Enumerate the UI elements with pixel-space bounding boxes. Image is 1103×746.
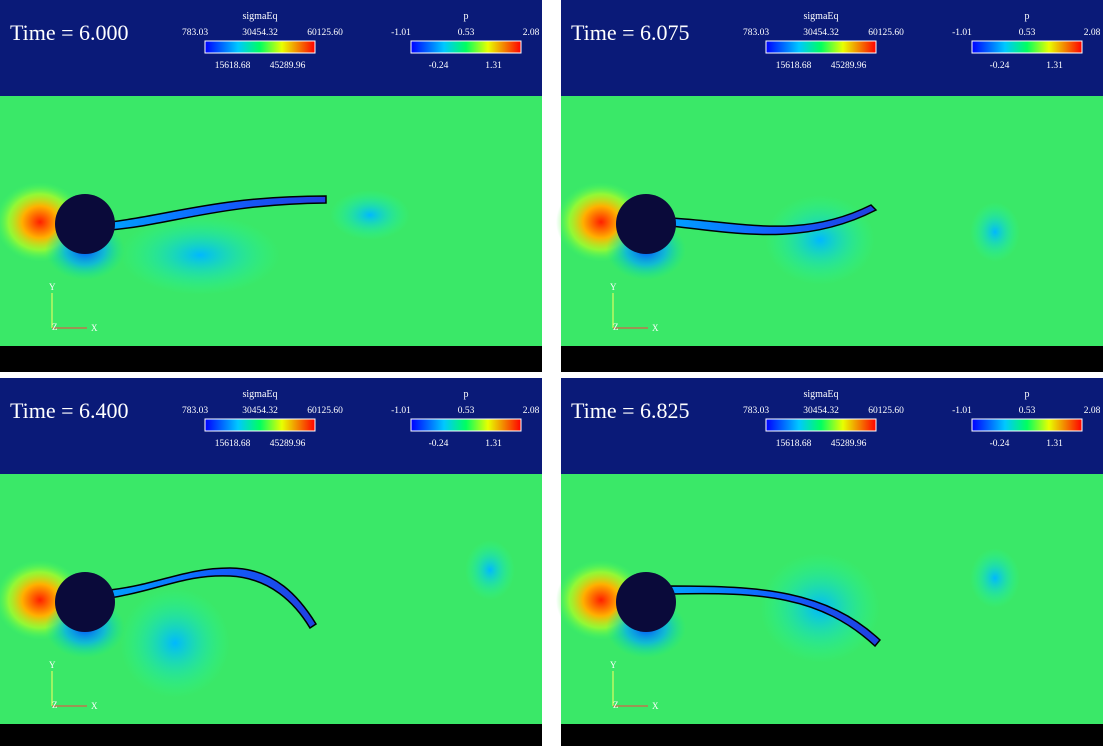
axis-label: Y [610,282,617,292]
legend-title: p [464,389,469,400]
colorbar-label: 30454.32 [242,28,278,38]
legend-title: sigmaEq [243,389,278,400]
time-label: Time = 6.825 [571,398,690,423]
cylinder [616,194,676,254]
colorbar-label: -0.24 [990,61,1010,71]
axis-label: X [91,701,98,711]
figure: Time = 6.000 sigmaEq 783.03 30454.32 60125.6… [0,0,1103,746]
colorbar-label: 783.03 [743,28,769,38]
legend-title: sigmaEq [804,11,839,22]
colorbar [766,41,876,53]
panel: Time = 6.825 sigmaEq 783.03 30454.32 60125.6… [556,378,1103,746]
axis-label: Z [52,322,58,332]
legend-title: p [1025,389,1030,400]
axis-label: Y [49,282,56,292]
colorbar-label: 15618.68 [215,61,251,71]
footer [561,346,1103,372]
colorbar-label: 2.08 [523,28,540,38]
colorbar-label: 60125.60 [307,406,343,416]
colorbar-label: 60125.60 [868,28,904,38]
cylinder [55,572,115,632]
colorbar-label: 45289.96 [270,439,306,449]
colorbar-label: -0.24 [990,439,1010,449]
colorbar-label: 0.53 [458,28,475,38]
colorbar-label: 2.08 [1084,28,1101,38]
colorbar-label: -1.01 [391,28,411,38]
panel: Time = 6.075 sigmaEq 783.03 30454.32 60125.6… [556,0,1103,372]
time-label: Time = 6.000 [10,20,129,45]
colorbar-label: 45289.96 [270,61,306,71]
colorbar [411,41,521,53]
colorbar-label: -1.01 [391,406,411,416]
cylinder [616,572,676,632]
legend-title: p [464,11,469,22]
colorbar-label: 783.03 [743,406,769,416]
colorbar-label: 30454.32 [242,406,278,416]
vortex [465,540,515,600]
colorbar-label: 30454.32 [803,406,839,416]
colorbar-label: 1.31 [485,61,502,71]
colorbar-label: 60125.60 [307,28,343,38]
legend-title: p [1025,11,1030,22]
colorbar-label: 0.53 [1019,28,1036,38]
colorbar-label: 15618.68 [776,439,812,449]
colorbar [766,419,876,431]
axis-label: Z [613,322,619,332]
colorbar-label: 30454.32 [803,28,839,38]
time-label: Time = 6.400 [10,398,129,423]
colorbar-label: 0.53 [458,406,475,416]
vortex [120,215,280,295]
colorbar-label: 2.08 [1084,406,1101,416]
axis-label: X [652,323,659,333]
colorbar-label: 783.03 [182,28,208,38]
footer [0,346,542,372]
legend-title: sigmaEq [243,11,278,22]
colorbar-label: 45289.96 [831,61,867,71]
colorbar-label: 1.31 [1046,61,1063,71]
colorbar [205,419,315,431]
colorbar-label: 0.53 [1019,406,1036,416]
footer [561,724,1103,746]
axis-label: Z [613,700,619,710]
colorbar-label: -0.24 [429,61,449,71]
colorbar-label: 15618.68 [776,61,812,71]
cylinder [55,194,115,254]
colorbar-label: 60125.60 [868,406,904,416]
vortex [970,202,1020,262]
axis-label: Z [52,700,58,710]
vortex [120,588,230,698]
colorbar-label: -0.24 [429,439,449,449]
axis-label: Y [610,660,617,670]
axis-label: X [91,323,98,333]
vortex [330,190,410,240]
colorbar-label: -1.01 [952,28,972,38]
colorbar-label: 15618.68 [215,439,251,449]
panel: Time = 6.400 sigmaEq 783.03 30454.32 60125.6… [0,378,542,746]
colorbar-label: 2.08 [523,406,540,416]
vortex [970,548,1020,608]
colorbar-label: 45289.96 [831,439,867,449]
colorbar-label: 783.03 [182,406,208,416]
colorbar [205,41,315,53]
colorbar [411,419,521,431]
axis-label: X [652,701,659,711]
colorbar [972,41,1082,53]
time-label: Time = 6.075 [571,20,690,45]
panel: Time = 6.000 sigmaEq 783.03 30454.32 60125.6… [0,0,542,372]
legend-title: sigmaEq [804,389,839,400]
colorbar-label: 1.31 [1046,439,1063,449]
axis-label: Y [49,660,56,670]
footer [0,724,542,746]
colorbar-label: 1.31 [485,439,502,449]
colorbar-label: -1.01 [952,406,972,416]
colorbar [972,419,1082,431]
vortex [765,195,875,285]
